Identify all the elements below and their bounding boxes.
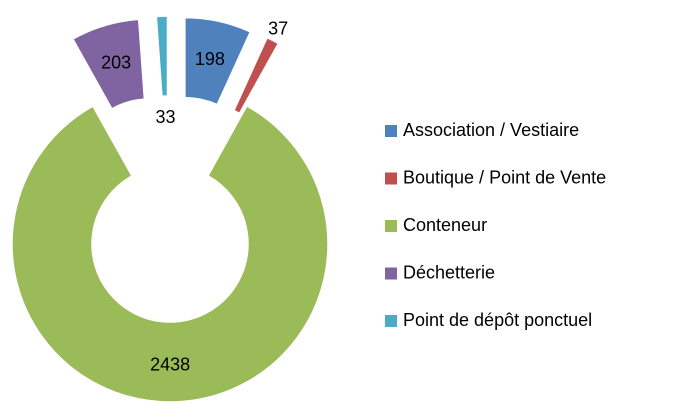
legend-swatch	[385, 125, 397, 137]
legend-label: Conteneur	[403, 215, 487, 235]
legend-swatch	[385, 315, 397, 327]
data-label: 203	[101, 53, 131, 73]
slice	[155, 15, 169, 98]
slice	[184, 16, 252, 106]
slice	[71, 18, 146, 110]
data-label: 198	[195, 49, 225, 69]
legend-label: Association / Vestiaire	[403, 120, 579, 140]
legend-swatch	[385, 267, 397, 280]
legend-label: Point de dépôt ponctuel	[403, 310, 592, 330]
labels: 198 37 2438 203 33	[101, 19, 288, 375]
data-label: 37	[268, 19, 288, 39]
data-label: 2438	[150, 355, 190, 375]
data-label: 33	[155, 107, 175, 127]
legend-swatch	[385, 220, 397, 232]
slice	[232, 36, 280, 115]
legend-swatch	[385, 172, 397, 185]
legend-label: Déchetterie	[403, 262, 495, 282]
slices	[11, 15, 329, 403]
slice	[11, 104, 329, 403]
legend: Association / Vestiaire Boutique / Point …	[385, 120, 606, 330]
legend-label: Boutique / Point de Vente	[403, 167, 606, 187]
